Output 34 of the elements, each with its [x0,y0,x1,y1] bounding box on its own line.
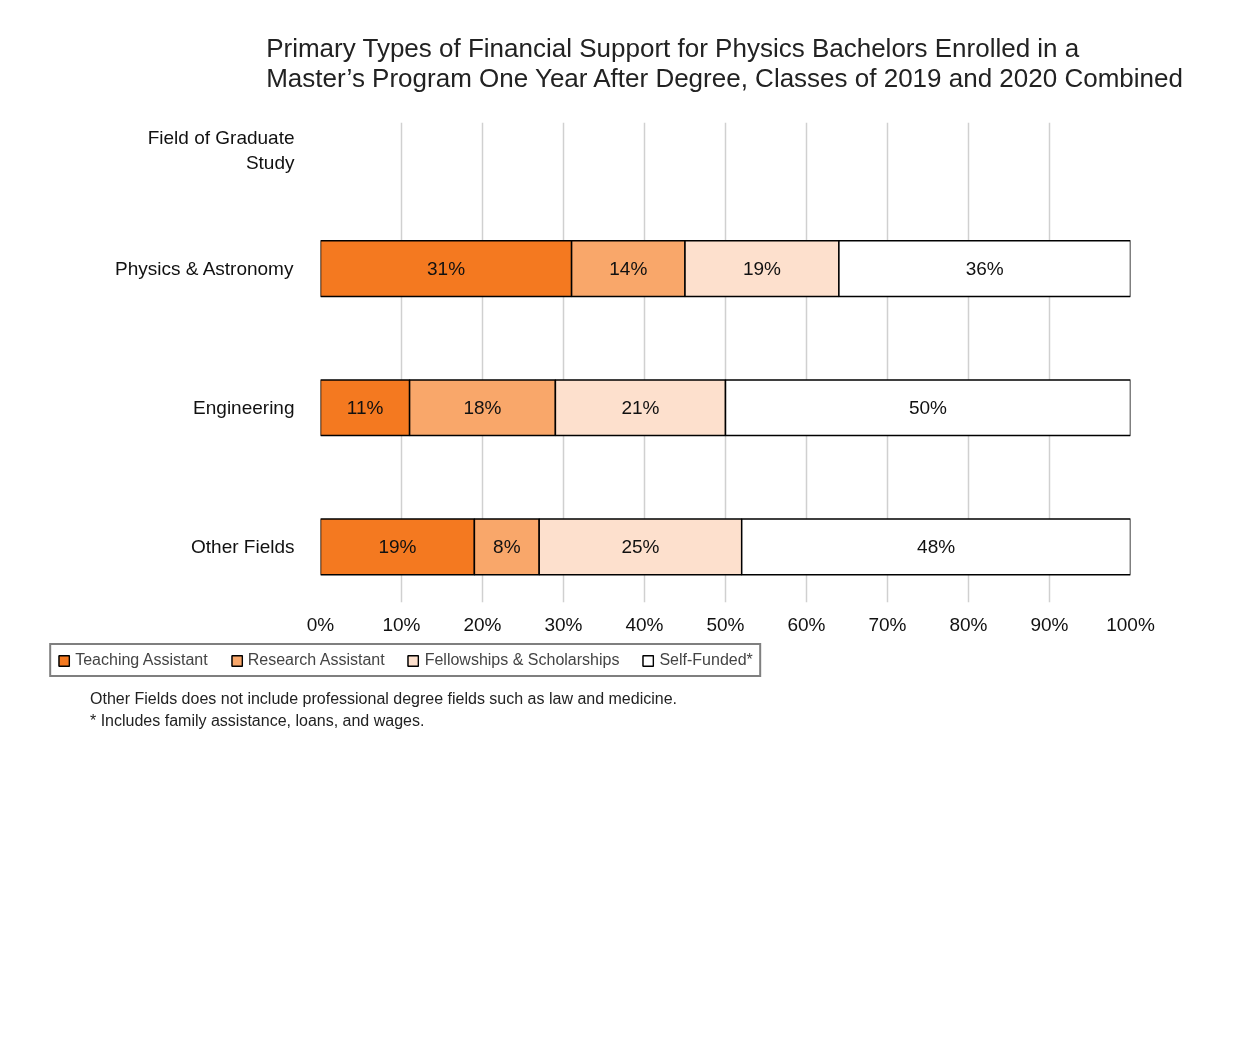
x-tick-label: 0% [306,613,335,635]
x-tick-label: 90% [1030,613,1069,635]
data-label: 18% [463,397,502,419]
data-label: 8% [493,536,521,558]
legend-label: Fellowships & Scholarships [424,651,620,669]
data-label: 50% [908,397,948,419]
data-label: 19% [378,536,417,558]
legend-label: Self-Funded* [659,651,753,669]
data-label: 31% [427,258,466,280]
text: Other Fields does not include professional degree fields such as law and medicine. [90,690,677,707]
x-tick-label: 40% [625,613,664,635]
x-tick-label: 50% [706,613,745,635]
legend-label: Research Assistant [247,651,385,669]
data-label: 48% [917,536,956,558]
data-label: 21% [621,397,660,419]
x-tick-label: 60% [787,613,826,635]
data-label: 11% [346,397,384,419]
chart-title: Primary Types of Financial Support for Physics Bachelors Enrolled in a Master’s Program One Year After Degree, Classes of 2019 and 2020 Combined [266,32,1183,93]
legend-label: Teaching Assistant [75,651,208,669]
x-tick-label: 30% [544,613,583,635]
data-label: 36% [965,258,1004,280]
x-tick-label: 20% [463,613,502,635]
x-tick-label: 100% [1106,613,1155,635]
y-tick-label: Other Fields [191,536,295,558]
text: * Includes family assistance, loans, and wages. [90,712,425,730]
y-tick-label: Engineering [193,397,295,419]
x-tick-label: 10% [382,613,421,635]
data-label: 19% [742,258,782,280]
y-tick-label: Physics & Astronomy [115,258,294,280]
x-tick-label: 80% [949,613,988,635]
data-label: 14% [609,258,648,280]
data-label: 25% [621,536,660,558]
y-axis-title: Field of Graduate Study [147,127,295,174]
x-tick-label: 70% [868,613,907,635]
